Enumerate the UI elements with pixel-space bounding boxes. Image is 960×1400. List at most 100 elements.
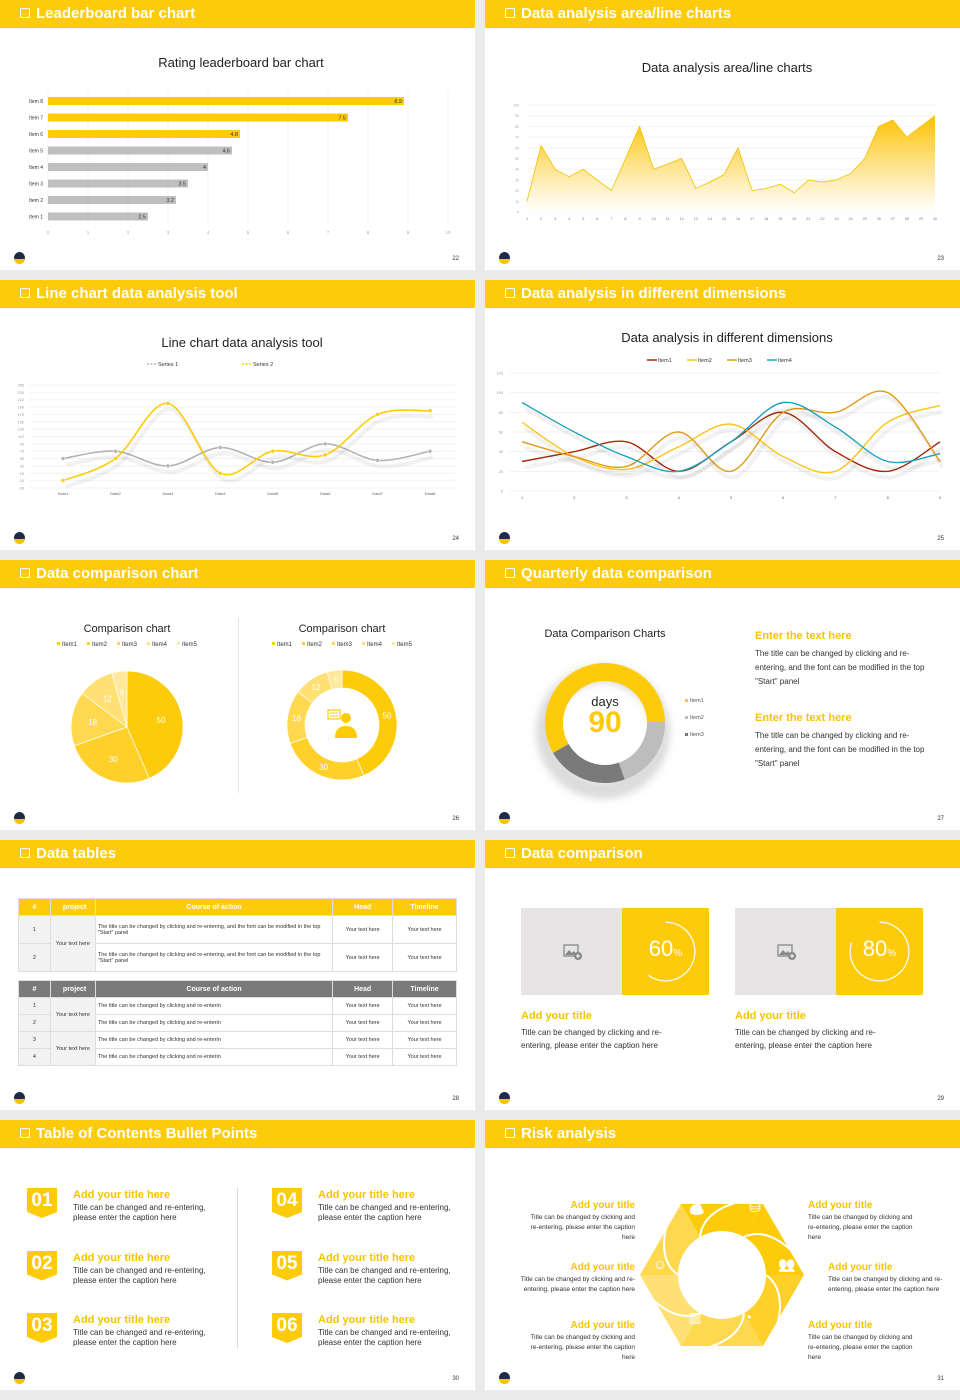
slide-header: Quarterly data comparison xyxy=(485,560,960,588)
data-label: 4.6 xyxy=(222,149,230,155)
item-title[interactable]: Add your title here xyxy=(318,1251,416,1264)
column-header: project xyxy=(49,898,96,916)
head-cell: Your text here xyxy=(332,915,394,944)
page-number: 25 xyxy=(937,536,944,542)
data-point xyxy=(270,460,275,465)
item-text: Title can be changed and re-entering, pl… xyxy=(318,1265,451,1285)
item-title[interactable]: Add your title here xyxy=(318,1189,416,1201)
tick-label: 40 xyxy=(499,450,503,454)
legend-item: Item1 xyxy=(685,698,704,704)
page-number: 27 xyxy=(937,816,944,822)
series-shadow xyxy=(524,406,944,480)
card-title: Add your title xyxy=(735,1010,806,1022)
bar xyxy=(48,212,148,221)
center-circle xyxy=(678,1231,766,1319)
project-table-2: # project Course of action Head Timeline 1 You… xyxy=(18,980,457,1066)
legend-item: Item2 xyxy=(685,715,704,721)
slide-header: Leaderboard bar chart xyxy=(0,0,475,28)
tick-label: 70 xyxy=(20,450,24,454)
header-row: # project Course of action Head Timeline xyxy=(18,980,457,998)
project-table-1: # project Course of action Head Timeline 1 You… xyxy=(18,898,457,972)
item-title[interactable]: Add your title here xyxy=(73,1314,171,1326)
tick-label: Data4 xyxy=(215,491,226,496)
tick-label: 1 xyxy=(521,495,524,500)
checkbox-icon xyxy=(20,568,30,578)
coins-icon: ⛁ xyxy=(749,1199,761,1215)
legend-swatch xyxy=(146,642,150,645)
tick-label: 5 xyxy=(730,495,733,500)
chart-title: Data Comparison Charts xyxy=(544,628,666,640)
item-title[interactable]: Add your title here xyxy=(73,1251,171,1264)
head-cell: Your text here xyxy=(332,943,394,972)
percent-panel: 60% xyxy=(622,908,709,995)
table-row: 1 Your text here The title can be changed … xyxy=(18,915,457,972)
course-cell: The title can be changed by clicking and… xyxy=(94,1031,334,1049)
tick-label: 16 xyxy=(736,217,740,221)
tick-label: 12 xyxy=(680,217,684,221)
card-text: Title can be changed by clicking and re-… xyxy=(521,1028,662,1050)
risk-text: Title can be changed by clicking and re-… xyxy=(530,1334,635,1361)
row-number: 2 xyxy=(18,1014,51,1032)
tick-label: 30 xyxy=(933,217,937,221)
legend-swatch xyxy=(685,716,688,719)
logo-icon xyxy=(14,812,25,824)
pie-slice xyxy=(126,670,184,779)
pie-slice xyxy=(341,669,398,776)
tick-label: 5 xyxy=(247,230,250,235)
legend-label: Item5 xyxy=(181,642,197,648)
course-cell: The title can be changed by clicking and… xyxy=(94,1048,334,1066)
course-cell: The title can be changed by clicking and… xyxy=(94,915,334,944)
tick-label: 190 xyxy=(18,406,24,410)
tick-label: 2 xyxy=(127,230,130,235)
divider xyxy=(237,1188,238,1348)
timeline-cell: Your text here xyxy=(392,1014,457,1032)
tick-label: 21 xyxy=(806,217,810,221)
course-cell: The title can be changed by clicking and… xyxy=(94,997,334,1015)
tick-label: 8 xyxy=(367,230,370,235)
slide-header: Data analysis area/line charts xyxy=(485,0,960,28)
tick-label: 250 xyxy=(18,384,24,388)
head-cell: Your text here xyxy=(332,1031,394,1049)
checkbox-icon xyxy=(20,1128,30,1138)
tick-label: 210 xyxy=(18,398,24,402)
tick-label: 11 xyxy=(666,217,670,221)
column-header: Head xyxy=(332,898,394,916)
risk-title: Add your title xyxy=(570,1200,635,1211)
pie-chart-icon: ◔ xyxy=(743,1309,753,1325)
tick-label: Data2 xyxy=(110,491,121,496)
item-title[interactable]: Add your title here xyxy=(73,1189,171,1201)
tick-label: 10 xyxy=(652,217,656,221)
page-number: 30 xyxy=(452,1376,459,1382)
data-point xyxy=(113,456,118,461)
presenter-icon xyxy=(327,708,357,740)
pie-slice xyxy=(289,736,365,781)
logo-icon xyxy=(14,1372,25,1384)
data-label: 30 xyxy=(319,763,328,772)
image-placeholder[interactable] xyxy=(521,908,622,995)
tick-label: 3 xyxy=(625,495,628,500)
image-placeholder[interactable] xyxy=(735,908,836,995)
series-shadow xyxy=(65,407,434,489)
tick-label: 30 xyxy=(20,464,24,468)
tick-label: 10 xyxy=(515,200,519,204)
chart-legend: Item1 Item2 Item3 Item4 Item5 xyxy=(57,642,197,648)
item-text: Title can be changed and re-entering, pl… xyxy=(73,1328,206,1347)
logo-icon xyxy=(499,1372,510,1384)
data-label: 4.8 xyxy=(230,132,238,138)
row-number: 1 xyxy=(18,915,51,944)
donut-segment xyxy=(545,663,665,753)
category-label: Item 3 xyxy=(29,182,43,188)
percent-number: 60 xyxy=(648,936,674,961)
data-label: 12 xyxy=(312,683,321,692)
data-label: 8.9 xyxy=(394,99,402,105)
donut-segment xyxy=(618,721,665,780)
tick-label: 6 xyxy=(596,217,598,221)
chart-title: Data analysis in different dimensions xyxy=(621,330,833,345)
data-label: 4 xyxy=(203,165,206,171)
legend-label: Series 2 xyxy=(253,362,273,368)
column-header: Timeline xyxy=(392,898,457,916)
item-title[interactable]: Add your title here xyxy=(318,1314,416,1326)
tick-label: 50 xyxy=(20,457,24,461)
head-cell: Your text here xyxy=(332,1048,394,1066)
table-row: 1 Your text here The title can be changed … xyxy=(18,997,457,1032)
